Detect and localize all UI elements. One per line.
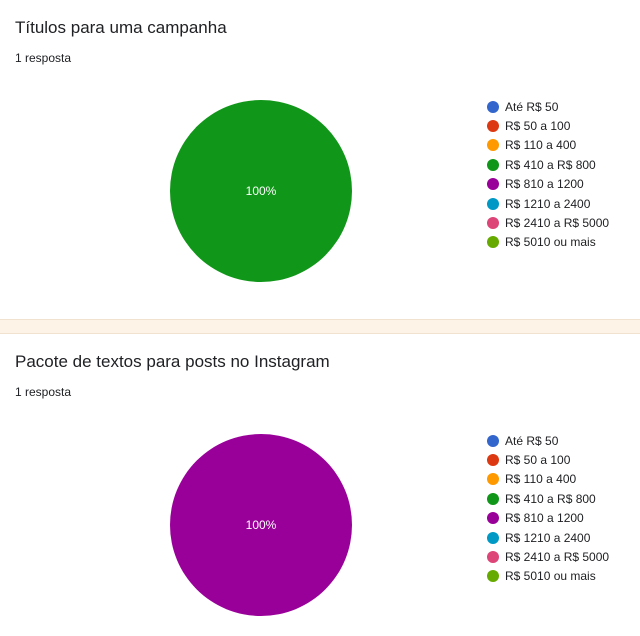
chart-legend: Até R$ 50 R$ 50 a 100 R$ 110 a 400 R$ 410 a…: [487, 431, 609, 586]
legend-swatch: [487, 120, 499, 133]
legend-swatch: [487, 434, 499, 447]
slice-data-label: 100%: [246, 518, 277, 532]
legend-swatch: [487, 570, 499, 583]
legend-label: R$ 2410 a R$ 5000: [505, 550, 610, 565]
legend-item: Até R$ 50: [487, 431, 609, 450]
pie-slice: [170, 434, 352, 616]
legend-item: R$ 810 a 1200: [487, 175, 609, 194]
legend-swatch: [487, 217, 499, 230]
legend-label: R$ 5010 ou mais: [505, 235, 596, 250]
legend-label: R$ 110 a 400: [505, 472, 577, 487]
legend-swatch: [487, 492, 499, 505]
legend-label: Até R$ 50: [505, 433, 559, 448]
legend-item: R$ 5010 ou mais: [487, 567, 609, 586]
legend-swatch: [487, 178, 499, 191]
legend-item: R$ 110 a 400: [487, 136, 609, 155]
legend-label: R$ 410 a R$ 800: [505, 157, 596, 172]
legend-swatch: [487, 197, 499, 210]
legend-item: R$ 1210 a 2400: [487, 194, 609, 213]
chart-title: Pacote de textos para posts no Instagram: [15, 352, 330, 371]
chart-legend: Até R$ 50 R$ 50 a 100 R$ 110 a 400 R$ 410 a…: [487, 97, 609, 252]
legend-item: R$ 410 a R$ 800: [487, 489, 609, 508]
legend-label: R$ 410 a R$ 800: [505, 491, 596, 506]
legend-label: R$ 2410 a R$ 5000: [505, 216, 610, 231]
pie-slice: [170, 100, 352, 282]
legend-item: R$ 50 a 100: [487, 116, 609, 135]
legend-swatch: [487, 139, 499, 152]
legend-item: R$ 2410 a R$ 5000: [487, 547, 609, 566]
legend-item: R$ 1210 a 2400: [487, 528, 609, 547]
legend-label: R$ 1210 a 2400: [505, 530, 591, 545]
legend-swatch: [487, 158, 499, 171]
slice-data-label: 100%: [246, 184, 277, 198]
pie-chart: 100%: [170, 100, 352, 282]
response-count: 1 resposta: [15, 385, 72, 399]
legend-label: R$ 810 a 1200: [505, 511, 584, 526]
legend-item: R$ 810 a 1200: [487, 509, 609, 528]
response-count: 1 resposta: [15, 51, 72, 65]
pie-chart: 100%: [170, 434, 352, 616]
chart-title: Títulos para uma campanha: [15, 18, 227, 37]
legend-label: Até R$ 50: [505, 99, 559, 114]
section-separator: [0, 319, 640, 334]
legend-label: R$ 5010 ou mais: [505, 569, 596, 584]
legend-swatch: [487, 551, 499, 564]
legend-label: R$ 1210 a 2400: [505, 196, 591, 211]
chart-card-2: Pacote de textos para posts no Instagram…: [0, 334, 640, 635]
legend-label: R$ 110 a 400: [505, 138, 577, 153]
legend-label: R$ 810 a 1200: [505, 177, 584, 192]
legend-swatch: [487, 473, 499, 486]
legend-swatch: [487, 531, 499, 544]
legend-item: R$ 410 a R$ 800: [487, 155, 609, 174]
legend-label: R$ 50 a 100: [505, 453, 571, 468]
legend-swatch: [487, 512, 499, 525]
legend-label: R$ 50 a 100: [505, 119, 571, 134]
chart-card-1: Títulos para uma campanha 1 resposta 100…: [15, 18, 610, 282]
legend-item: R$ 2410 a R$ 5000: [487, 213, 609, 232]
legend-item: R$ 110 a 400: [487, 470, 609, 489]
legend-item: R$ 5010 ou mais: [487, 233, 609, 252]
legend-item: R$ 50 a 100: [487, 450, 609, 469]
legend-swatch: [487, 454, 499, 467]
legend-swatch: [487, 236, 499, 249]
legend-swatch: [487, 100, 499, 113]
legend-item: Até R$ 50: [487, 97, 609, 116]
